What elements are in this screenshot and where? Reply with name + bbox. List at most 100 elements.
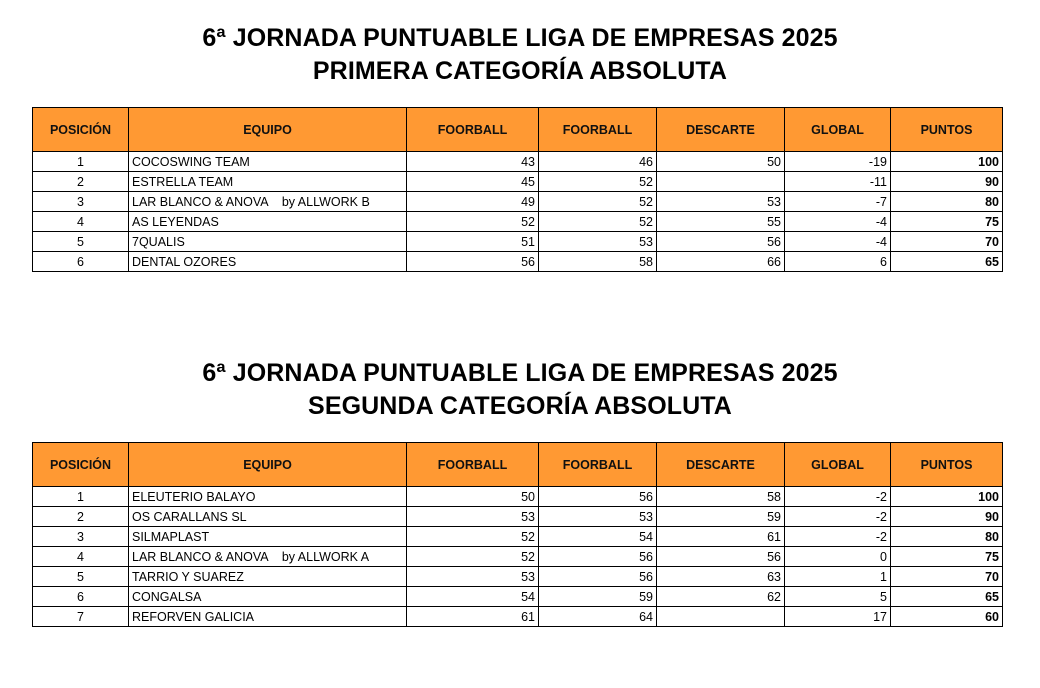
cell-posicion: 3 [32, 191, 129, 212]
section-title-line1: 6ª JORNADA PUNTUABLE LIGA DE EMPRESAS 20… [202, 359, 838, 387]
cell-foorball-1: 52 [406, 526, 539, 547]
header-foorball-1: FOORBALL [406, 442, 539, 487]
cell-global: 1 [784, 566, 891, 587]
cell-posicion: 2 [32, 171, 129, 192]
header-global: GLOBAL [784, 107, 891, 152]
table-row: 2 ESTRELLA TEAM 45 52 -11 90 [32, 171, 1003, 192]
cell-foorball-2: 56 [538, 566, 657, 587]
cell-foorball-2: 56 [538, 546, 657, 567]
cell-equipo: DENTAL OZORES [128, 251, 407, 272]
table-row: 6 DENTAL OZORES 56 58 66 6 65 [32, 251, 1003, 272]
cell-puntos: 100 [890, 151, 1003, 172]
cell-foorball-1: 53 [406, 566, 539, 587]
cell-foorball-1: 43 [406, 151, 539, 172]
cell-global: 0 [784, 546, 891, 567]
cell-equipo: LAR BLANCO & ANOVA by ALLWORK B [128, 191, 407, 212]
header-posicion: POSICIÓN [32, 107, 129, 152]
table-row: 1 ELEUTERIO BALAYO 50 56 58 -2 100 [32, 486, 1003, 507]
cell-puntos: 90 [890, 506, 1003, 527]
table-row: 4 LAR BLANCO & ANOVA by ALLWORK A 52 56 56 0 7… [32, 546, 1003, 567]
cell-foorball-1: 61 [406, 606, 539, 627]
section-title-line2: SEGUNDA CATEGORÍA ABSOLUTA [308, 392, 732, 420]
cell-posicion: 1 [32, 151, 129, 172]
cell-equipo: CONGALSA [128, 586, 407, 607]
table-row: 4 AS LEYENDAS 52 52 55 -4 75 [32, 211, 1003, 232]
table-row: 5 7QUALIS 51 53 56 -4 70 [32, 231, 1003, 252]
cell-puntos: 75 [890, 211, 1003, 232]
cell-posicion: 4 [32, 546, 129, 567]
cell-descarte: 58 [656, 486, 785, 507]
header-global: GLOBAL [784, 442, 891, 487]
cell-descarte: 53 [656, 191, 785, 212]
cell-puntos: 65 [890, 251, 1003, 272]
cell-equipo: 7QUALIS [128, 231, 407, 252]
cell-foorball-2: 46 [538, 151, 657, 172]
cell-puntos: 80 [890, 526, 1003, 547]
cell-foorball-2: 54 [538, 526, 657, 547]
header-descarte: DESCARTE [656, 107, 785, 152]
table-row: 3 LAR BLANCO & ANOVA by ALLWORK B 49 52 53 -7… [32, 191, 1003, 212]
cell-foorball-1: 52 [406, 211, 539, 232]
cell-foorball-1: 52 [406, 546, 539, 567]
cell-foorball-2: 52 [538, 171, 657, 192]
table-row: 2 OS CARALLANS SL 53 53 59 -2 90 [32, 506, 1003, 527]
header-puntos: PUNTOS [890, 442, 1003, 487]
cell-descarte [656, 606, 785, 627]
cell-global: -19 [784, 151, 891, 172]
cell-global: 17 [784, 606, 891, 627]
cell-descarte: 55 [656, 211, 785, 232]
section-title-line2: PRIMERA CATEGORÍA ABSOLUTA [312, 57, 728, 85]
table-row: 1 COCOSWING TEAM 43 46 50 -19 100 [32, 151, 1003, 172]
cell-foorball-1: 54 [406, 586, 539, 607]
cell-puntos: 70 [890, 231, 1003, 252]
section-title-line1: 6ª JORNADA PUNTUABLE LIGA DE EMPRESAS 20… [202, 24, 838, 52]
cell-posicion: 7 [32, 606, 129, 627]
cell-foorball-1: 51 [406, 231, 539, 252]
header-equipo: EQUIPO [128, 107, 407, 152]
cell-global: 6 [784, 251, 891, 272]
cell-foorball-2: 52 [538, 211, 657, 232]
table-row: 6 CONGALSA 54 59 62 5 65 [32, 586, 1003, 607]
cell-equipo: REFORVEN GALICIA [128, 606, 407, 627]
table-header-row: POSICIÓN EQUIPO FOORBALL FOORBALL DESCAR… [32, 442, 1003, 487]
cell-puntos: 75 [890, 546, 1003, 567]
cell-foorball-1: 49 [406, 191, 539, 212]
cell-global: 5 [784, 586, 891, 607]
header-foorball-2: FOORBALL [538, 442, 657, 487]
cell-descarte: 62 [656, 586, 785, 607]
cell-puntos: 90 [890, 171, 1003, 192]
cell-posicion: 1 [32, 486, 129, 507]
cell-posicion: 4 [32, 211, 129, 232]
cell-posicion: 5 [32, 566, 129, 587]
table-row: 3 SILMAPLAST 52 54 61 -2 80 [32, 526, 1003, 547]
header-descarte: DESCARTE [656, 442, 785, 487]
cell-global: -11 [784, 171, 891, 192]
cell-foorball-2: 53 [538, 506, 657, 527]
cell-global: -7 [784, 191, 891, 212]
cell-posicion: 6 [32, 586, 129, 607]
cell-foorball-2: 53 [538, 231, 657, 252]
cell-equipo: ESTRELLA TEAM [128, 171, 407, 192]
cell-foorball-2: 52 [538, 191, 657, 212]
cell-global: -4 [784, 231, 891, 252]
results-table: POSICIÓN EQUIPO FOORBALL FOORBALL DESCAR… [32, 442, 1003, 627]
section-primera: 6ª JORNADA PUNTUABLE LIGA DE EMPRESAS 20… [0, 22, 1040, 272]
cell-foorball-2: 56 [538, 486, 657, 507]
cell-global: -2 [784, 486, 891, 507]
header-posicion: POSICIÓN [32, 442, 129, 487]
table-body: 1 COCOSWING TEAM 43 46 50 -19 100 2 ESTRELLA TEA… [32, 151, 1003, 272]
cell-posicion: 2 [32, 506, 129, 527]
cell-foorball-2: 58 [538, 251, 657, 272]
table-header-row: POSICIÓN EQUIPO FOORBALL FOORBALL DESCAR… [32, 107, 1003, 152]
header-puntos: PUNTOS [890, 107, 1003, 152]
cell-descarte: 63 [656, 566, 785, 587]
cell-global: -2 [784, 526, 891, 547]
cell-foorball-2: 64 [538, 606, 657, 627]
cell-descarte: 56 [656, 231, 785, 252]
cell-posicion: 5 [32, 231, 129, 252]
cell-puntos: 80 [890, 191, 1003, 212]
section-segunda: 6ª JORNADA PUNTUABLE LIGA DE EMPRESAS 20… [0, 357, 1040, 627]
cell-posicion: 3 [32, 526, 129, 547]
cell-descarte: 61 [656, 526, 785, 547]
cell-equipo: AS LEYENDAS [128, 211, 407, 232]
